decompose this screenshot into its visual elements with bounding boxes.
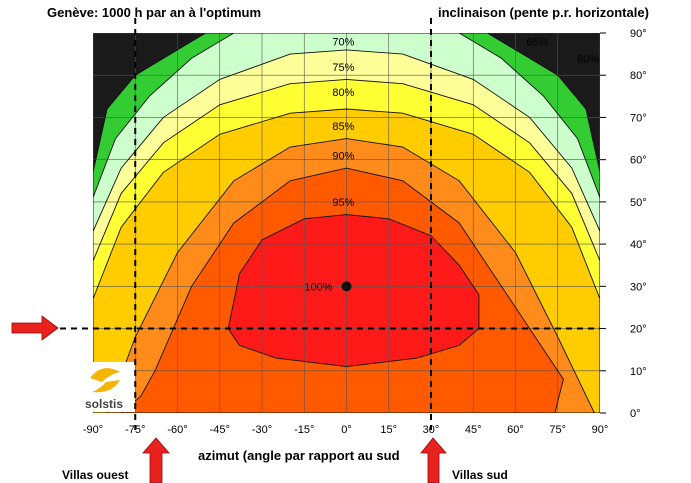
x-tick-label: -90°: [83, 424, 103, 436]
contour-label-65-right: 65%: [526, 36, 548, 48]
band-90-95-contour: [120, 167, 564, 413]
band-70-75-contour: [93, 49, 600, 413]
x-tick-label: 75°: [549, 424, 566, 436]
chart-title: Genève: 1000 h par an à l'optimum: [47, 5, 261, 20]
contour-label-85: 85%: [332, 121, 354, 133]
x-tick-label: -15°: [294, 424, 314, 436]
arrow-up-villas-sud: [420, 437, 447, 483]
contour-labels: 95% 90% 85% 80% 75% 70% 65% 60%: [332, 36, 599, 208]
y-tick-label: 80°: [630, 70, 647, 82]
solstis-logo: solstis: [75, 362, 135, 412]
x-tick-label: 0°: [341, 424, 352, 436]
y-tick-label: 90°: [630, 28, 647, 40]
y-axis-title: inclinaison (pente p.r. horizontale): [438, 5, 649, 20]
contour-label-60-right: 60%: [577, 53, 599, 65]
y-tick-label: 20°: [630, 324, 647, 336]
y-tick-label: 70°: [630, 112, 647, 124]
arrow-up-villas-ouest: [142, 437, 170, 483]
x-tick-label: 30°: [423, 424, 440, 436]
band-60-65-contour: [93, 33, 600, 413]
reference-lines: [60, 18, 600, 430]
contour-label-80: 80%: [332, 87, 354, 99]
x-tick-label: -60°: [167, 424, 187, 436]
contour-label-90: 90%: [332, 150, 354, 162]
x-tick-label: -75°: [125, 424, 145, 436]
y-tick-labels: 0° 10° 20° 30° 40° 50° 60° 70° 80° 90°: [600, 28, 647, 420]
contour-lines: [93, 33, 600, 413]
x-axis-title: azimut (angle par rapport au sud: [198, 448, 400, 463]
contour-label-70: 70%: [332, 36, 354, 48]
y-tick-label: 60°: [630, 155, 647, 167]
optimum-label: 100%: [304, 281, 332, 293]
band-75-80-contour: [93, 78, 600, 413]
band-65-70-contour: [93, 33, 600, 413]
band-above-95-contour: [227, 214, 480, 368]
optimum-marker: [341, 281, 352, 292]
y-tick-label: 10°: [630, 366, 647, 378]
x-tick-label: -30°: [252, 424, 272, 436]
band-80-85-contour: [93, 108, 600, 413]
x-tick-label: 60°: [507, 424, 524, 436]
contour-label-95: 95%: [332, 197, 354, 209]
y-tick-label: 40°: [630, 239, 647, 251]
arrow-left-20deg: [11, 315, 59, 341]
band-85-90-contour: [93, 138, 600, 413]
villas-sud-label: Villas sud: [452, 468, 508, 482]
y-tick-label: 30°: [630, 281, 647, 293]
y-tick-label: 0°: [630, 408, 641, 420]
x-tick-label: 15°: [380, 424, 397, 436]
x-tick-labels: -90° -75° -60° -45° -30° -15° 0° 15° 30° 45° 60° 75…: [83, 424, 608, 436]
x-tick-label: 45°: [465, 424, 482, 436]
contour-label-75: 75%: [332, 62, 354, 74]
y-tick-label: 50°: [630, 197, 647, 209]
x-tick-label: -45°: [210, 424, 230, 436]
villas-ouest-label: Villas ouest: [62, 468, 128, 482]
x-tick-label: 90°: [592, 424, 609, 436]
logo-text: solstis: [85, 397, 123, 411]
